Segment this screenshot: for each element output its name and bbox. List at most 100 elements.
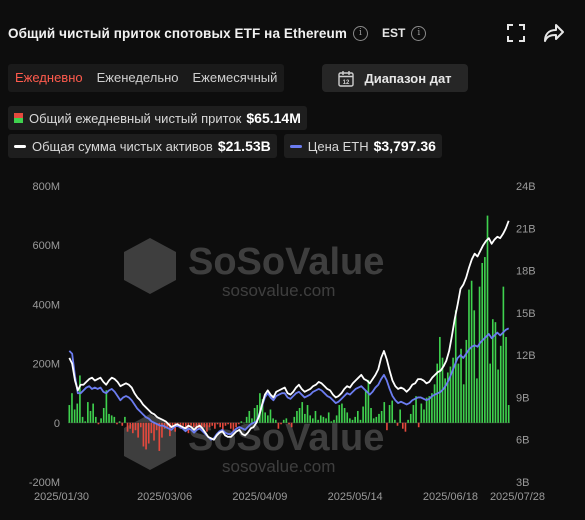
inflow-bar: [155, 422, 158, 431]
inflow-bar: [433, 384, 436, 423]
timezone-info-icon[interactable]: i: [411, 25, 427, 41]
inflow-bar: [269, 409, 272, 423]
inflow-bar: [108, 413, 110, 423]
tab-weekly[interactable]: Еженедельно: [96, 70, 179, 85]
inflow-bar: [468, 289, 470, 423]
inflow-bar: [431, 393, 433, 423]
inflow-bar: [290, 422, 293, 428]
inflow-bar: [192, 422, 195, 428]
inflow-bar: [161, 422, 163, 438]
inflow-bar: [312, 418, 314, 423]
inflow-bar: [388, 405, 391, 423]
left-tick-label: 0: [54, 418, 60, 430]
inflow-bar: [375, 416, 378, 423]
tab-monthly[interactable]: Ежемесячный: [192, 70, 278, 85]
inflow-bar: [401, 422, 404, 429]
right-axis: 24B 21B 18B 15B 12B 9B 6B 3B: [516, 181, 536, 489]
legend-daily-inflow-value: $65.14M: [246, 110, 301, 126]
inflow-bar: [356, 410, 359, 423]
inflow-bar: [343, 408, 346, 423]
inflow-bar: [132, 422, 134, 434]
legend-daily-inflow-label: Общий ежедневный чистый приток: [29, 110, 242, 126]
inflow-bar: [325, 418, 327, 423]
inflow-bar: [145, 422, 147, 450]
inflow-bar: [147, 422, 150, 444]
inflow-bar: [502, 286, 505, 423]
right-tick-label: 18B: [516, 266, 536, 278]
legend-row-1: Общий ежедневный чистый приток $65.14M: [8, 106, 307, 130]
inflow-bar: [116, 422, 118, 425]
inflow-bar: [338, 405, 341, 423]
date-range-button[interactable]: 12 Диапазон дат: [322, 64, 468, 92]
inflow-bar: [253, 408, 256, 423]
inflow-bar: [301, 402, 304, 423]
inflow-bar: [439, 336, 441, 423]
chart-header: Общий чистый приток спотовых ETF на Ethe…: [8, 20, 575, 46]
inflow-bar: [470, 280, 473, 423]
period-tabs: Ежедневно Еженедельно Ежемесячный: [8, 64, 285, 92]
inflow-bar: [346, 412, 349, 423]
page-title: Общий чистый приток спотовых ETF на Ethe…: [8, 25, 347, 41]
inflow-bar: [243, 422, 245, 424]
inflow-bar: [462, 384, 465, 423]
eth-price-line: [68, 327, 510, 441]
legend-total-assets[interactable]: Общая сумма чистых активов $21.53B: [8, 134, 277, 158]
x-tick-label: 2025/05/14: [328, 491, 383, 503]
right-tick-label: 3B: [516, 477, 529, 489]
legend-daily-inflow[interactable]: Общий ежедневный чистый приток $65.14M: [8, 106, 307, 130]
fullscreen-icon[interactable]: [503, 20, 529, 46]
inflow-bar: [92, 403, 94, 423]
share-icon[interactable]: [541, 20, 567, 46]
inflow-bar: [319, 415, 322, 423]
sosovalue-logo-icon: [124, 238, 176, 294]
inflow-bar: [317, 419, 319, 423]
inflow-bar: [206, 422, 208, 432]
legend-total-assets-label: Общая сумма чистых активов: [32, 138, 213, 154]
inflow-bar: [235, 422, 237, 428]
inflow-bar: [446, 372, 449, 423]
inflow-bar: [391, 400, 394, 423]
inflow-bar: [150, 422, 153, 434]
inflow-bar: [272, 418, 274, 423]
inflow-bar: [335, 415, 338, 423]
inflow-bar: [121, 422, 124, 426]
inflow-bar: [285, 418, 288, 423]
inflow-bar: [105, 390, 108, 423]
inflow-bar: [296, 410, 298, 423]
left-tick-label: 400M: [32, 299, 60, 311]
inflow-bar: [113, 416, 116, 423]
inflow-bar: [425, 397, 428, 423]
x-tick-label: 2025/06/18: [423, 491, 478, 503]
inflow-bar: [359, 419, 362, 423]
inflow-bar: [256, 405, 259, 423]
inflow-bar: [134, 422, 137, 431]
left-tick-label: -200M: [29, 477, 60, 489]
inflow-bar: [89, 410, 92, 423]
inflow-bar: [251, 418, 253, 423]
inflow-bar: [177, 422, 179, 425]
inflow-bar: [222, 422, 224, 431]
legend-eth-price[interactable]: Цена ETH $3,797.36: [283, 134, 442, 158]
inflow-bar: [378, 413, 380, 423]
inflow-bar: [491, 319, 494, 423]
inflow-bar: [182, 422, 184, 426]
info-icon[interactable]: i: [352, 25, 368, 41]
inflow-bar: [457, 363, 460, 423]
inflow-bar: [102, 408, 105, 423]
etf-flow-chart[interactable]: SoSoValuesosovalue.comSoSoValuesosovalue…: [0, 170, 585, 520]
inflow-bar: [267, 415, 269, 423]
watermark-url: sosovalue.com: [222, 457, 335, 476]
inflow-bar: [245, 416, 248, 423]
inflow-bar: [449, 366, 452, 423]
inflow-bar: [288, 422, 290, 425]
inflow-bar: [153, 422, 155, 441]
tab-daily[interactable]: Ежедневно: [15, 70, 83, 85]
inflow-bar: [73, 409, 76, 423]
inflow-bar: [372, 418, 375, 423]
left-tick-label: 600M: [32, 240, 60, 252]
right-tick-label: 15B: [516, 308, 536, 320]
inflow-bar: [298, 408, 301, 423]
inflow-bar: [423, 409, 425, 423]
inflow-bar: [126, 422, 129, 432]
timezone-label[interactable]: EST: [381, 26, 406, 40]
